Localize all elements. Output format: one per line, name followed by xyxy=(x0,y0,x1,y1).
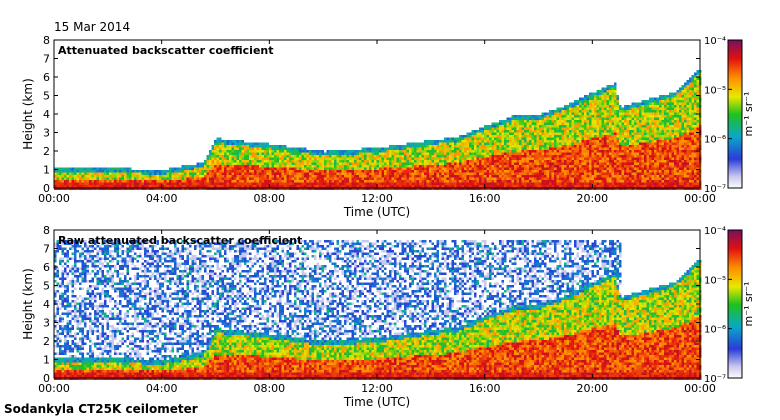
colorbar-frame xyxy=(727,39,743,189)
y-tick-label: 1 xyxy=(43,354,50,367)
colorbar-tick-label: 10⁻⁶ xyxy=(704,135,726,146)
x-tick-label: 00:00 xyxy=(38,382,70,395)
colorbar-tick-label: 10⁻⁵ xyxy=(704,85,726,96)
x-tick-label: 12:00 xyxy=(361,192,393,205)
panel-2: Raw attenuated backscatter coefficient 0 1… xyxy=(21,224,755,409)
x-tick-label: 12:00 xyxy=(361,382,393,395)
backscatter-field xyxy=(54,70,702,190)
x-tick-label: 20:00 xyxy=(576,382,608,395)
x-tick-label: 20:00 xyxy=(576,192,608,205)
x-tick-label: 04:00 xyxy=(146,192,178,205)
backscatter-field xyxy=(54,240,702,380)
y-tick-label: 4 xyxy=(43,298,50,311)
y-tick-label: 7 xyxy=(43,243,50,256)
colorbar-tick-label: 10⁻⁷ xyxy=(704,184,726,195)
x-axis-label: Time (UTC) xyxy=(343,205,410,219)
y-axis-label: Height (km) xyxy=(21,268,35,339)
colorbar-tick-label: 10⁻⁴ xyxy=(704,226,726,237)
y-tick-label: 4 xyxy=(43,108,50,121)
y-tick-label: 3 xyxy=(43,317,50,330)
y-tick-label: 0 xyxy=(43,182,50,195)
y-tick-label: 5 xyxy=(43,280,50,293)
colorbar: 10⁻⁷ 10⁻⁶ 10⁻⁵ 10⁻⁴ m⁻¹ sr⁻¹ xyxy=(704,36,755,195)
instrument-label: Sodankyla CT25K ceilometer xyxy=(4,402,198,416)
y-tick-label: 6 xyxy=(43,261,50,274)
y-tick-label: 2 xyxy=(43,145,50,158)
date-label: 15 Mar 2014 xyxy=(54,20,131,34)
y-tick-label: 8 xyxy=(43,224,50,237)
x-tick-label: 08:00 xyxy=(253,192,285,205)
panel-title: Attenuated backscatter coefficient xyxy=(58,44,274,57)
panel-title: Raw attenuated backscatter coefficient xyxy=(58,234,302,247)
x-tick-label: 00:00 xyxy=(684,382,716,395)
x-tick-label: 16:00 xyxy=(469,192,501,205)
colorbar-tick-label: 10⁻⁶ xyxy=(704,325,726,336)
colorbar-label: m⁻¹ sr⁻¹ xyxy=(742,92,755,137)
x-tick-label: 08:00 xyxy=(253,382,285,395)
x-tick-label: 00:00 xyxy=(684,192,716,205)
y-tick-label: 1 xyxy=(43,164,50,177)
y-axis-label: Height (km) xyxy=(21,78,35,149)
x-axis-label: Time (UTC) xyxy=(343,395,410,409)
y-tick-label: 7 xyxy=(43,53,50,66)
y-tick-label: 6 xyxy=(43,71,50,84)
colorbar-label: m⁻¹ sr⁻¹ xyxy=(742,282,755,327)
x-tick-label: 16:00 xyxy=(469,382,501,395)
y-tick-label: 8 xyxy=(43,34,50,47)
colorbar-tick-label: 10⁻⁵ xyxy=(704,275,726,286)
x-tick-label: 04:00 xyxy=(146,382,178,395)
y-tick-label: 3 xyxy=(43,127,50,140)
panel-1: Attenuated backscatter coefficient 0 1 2 3 4 5… xyxy=(21,34,755,219)
colorbar-tick-label: 10⁻⁴ xyxy=(704,36,726,47)
y-tick-label: 0 xyxy=(43,372,50,385)
colorbar-frame xyxy=(727,229,743,379)
y-tick-label: 2 xyxy=(43,335,50,348)
y-tick-label: 5 xyxy=(43,90,50,103)
x-tick-label: 00:00 xyxy=(38,192,70,205)
colorbar-tick-label: 10⁻⁷ xyxy=(704,374,726,385)
colorbar: 10⁻⁷ 10⁻⁶ 10⁻⁵ 10⁻⁴ m⁻¹ sr⁻¹ xyxy=(704,226,755,385)
